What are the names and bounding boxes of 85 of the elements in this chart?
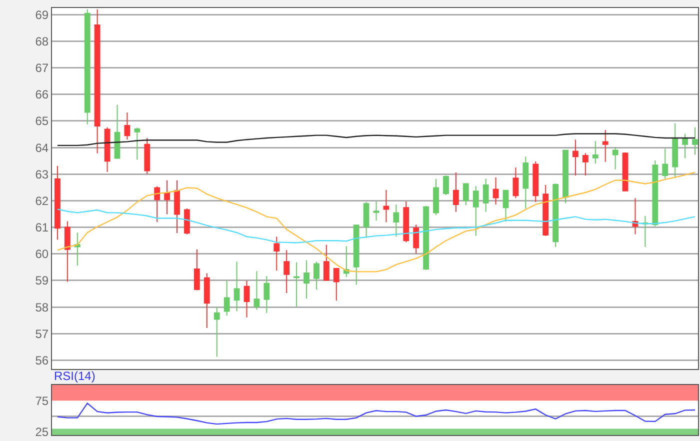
candlestick <box>184 208 190 235</box>
y-tick-label: 65 <box>35 114 49 128</box>
candlestick <box>572 139 578 176</box>
candlestick <box>274 236 280 272</box>
candlestick <box>602 130 608 162</box>
y-tick-label: 59 <box>35 274 49 288</box>
candlestick <box>582 152 588 176</box>
chart-title: RSI(14) <box>54 369 96 383</box>
candlestick <box>462 182 469 206</box>
candlestick <box>294 262 300 308</box>
candlestick <box>254 270 260 310</box>
y-tick-label: 25 <box>35 425 49 440</box>
candlestick <box>532 160 539 203</box>
candlestick <box>244 280 250 318</box>
candlestick <box>542 184 549 236</box>
y-tick-label: 68 <box>35 34 49 48</box>
candlestick <box>373 201 380 222</box>
candlestick <box>492 176 499 205</box>
candlestick <box>552 182 558 248</box>
y-tick-label: 64 <box>35 140 49 155</box>
candlestick <box>164 180 170 215</box>
candlestick <box>393 204 400 238</box>
candlestick <box>562 150 568 204</box>
candlestick <box>154 186 160 222</box>
y-tick-label: 63 <box>35 167 49 182</box>
candlestick <box>114 104 120 160</box>
line-series <box>56 208 696 244</box>
candlestick <box>333 267 340 302</box>
candlestick <box>423 206 429 270</box>
y-tick-label: 67 <box>35 61 49 76</box>
candlestick <box>622 152 628 192</box>
candlestick <box>502 190 509 222</box>
candlestick <box>652 160 658 227</box>
candlestick <box>134 127 140 160</box>
candlestick <box>324 244 330 281</box>
y-tick-label: 66 <box>35 88 49 102</box>
y-tick-label: 61 <box>35 220 49 235</box>
candlestick <box>443 174 449 196</box>
candlestick <box>522 156 529 209</box>
candlestick <box>74 232 80 266</box>
candlestick <box>682 133 688 159</box>
candlestick <box>84 8 90 125</box>
y-tick-label: 57 <box>35 326 49 341</box>
candlestick <box>124 112 130 140</box>
candlestick <box>353 224 360 286</box>
y-tick-label: 56 <box>35 353 49 368</box>
candlestick <box>64 220 70 282</box>
candlestick <box>642 215 648 248</box>
candlestick <box>174 180 180 234</box>
candlestick <box>144 137 150 175</box>
line-series <box>56 172 696 272</box>
candlestick <box>363 202 370 238</box>
candlestick <box>403 201 410 243</box>
candlestick <box>104 126 110 173</box>
y-tick-label: 60 <box>35 247 49 262</box>
candlestick <box>672 122 678 179</box>
candlestick <box>264 275 270 314</box>
candlestick <box>284 250 290 294</box>
candlestick <box>224 280 230 316</box>
candlestick <box>472 186 479 236</box>
candlestick <box>662 148 668 180</box>
candlestick <box>592 140 598 164</box>
candlestick <box>612 146 618 170</box>
candlestick <box>304 260 310 300</box>
candlestick <box>194 248 200 291</box>
candlestick <box>632 198 638 235</box>
candlestick <box>54 165 60 240</box>
candlestick <box>413 224 420 254</box>
candlestick <box>453 172 459 212</box>
y-tick-label: 62 <box>35 194 49 208</box>
candlestick <box>94 8 100 154</box>
candlestick <box>433 178 439 216</box>
candlestick <box>214 306 220 358</box>
candlestick <box>204 272 210 329</box>
candlestick <box>314 261 320 290</box>
candlestick <box>234 261 240 312</box>
line-series <box>56 133 696 146</box>
line-series <box>56 402 696 425</box>
y-tick-label: 75 <box>35 394 49 408</box>
candlestick <box>383 189 390 223</box>
candlestick <box>482 178 489 212</box>
candlestick <box>692 126 698 156</box>
candlestick <box>512 167 519 199</box>
y-tick-label: 58 <box>35 300 49 314</box>
y-tick-label: 69 <box>35 8 49 22</box>
